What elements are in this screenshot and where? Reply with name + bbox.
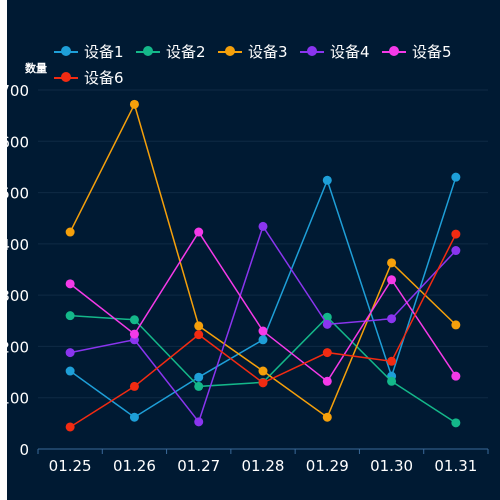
- y-tick-label: 700: [0, 82, 29, 100]
- data-point: [258, 326, 268, 336]
- data-point: [129, 412, 139, 422]
- data-point: [65, 366, 75, 376]
- data-point: [387, 356, 397, 366]
- legend-dot-icon: [225, 46, 235, 56]
- chart-panel: [7, 0, 500, 500]
- legend-label: 设备5: [412, 43, 452, 61]
- data-point: [65, 279, 75, 289]
- data-point: [387, 258, 397, 268]
- x-tick-label: 01.30: [370, 457, 413, 475]
- data-point: [129, 329, 139, 339]
- legend-dot-icon: [307, 46, 317, 56]
- legend-label: 设备2: [166, 43, 206, 61]
- data-point: [258, 366, 268, 376]
- x-tick-label: 01.29: [306, 457, 349, 475]
- y-tick-label: 300: [0, 287, 29, 305]
- x-tick-label: 01.28: [242, 457, 285, 475]
- data-point: [322, 175, 332, 185]
- data-point: [322, 376, 332, 386]
- data-point: [387, 314, 397, 324]
- data-point: [194, 321, 204, 331]
- data-point: [194, 227, 204, 237]
- data-point: [129, 315, 139, 325]
- data-point: [322, 312, 332, 322]
- legend-dot-icon: [61, 72, 71, 82]
- data-point: [387, 376, 397, 386]
- legend-label: 设备6: [84, 69, 124, 87]
- series-line-4: [69, 224, 457, 424]
- data-point: [65, 348, 75, 358]
- data-point: [451, 320, 461, 330]
- data-point: [194, 372, 204, 382]
- y-tick-label: 400: [0, 236, 29, 254]
- data-point: [322, 412, 332, 422]
- legend-item-6[interactable]: 设备6: [54, 66, 136, 90]
- data-point: [129, 99, 139, 109]
- data-point: [194, 381, 204, 391]
- x-tick-label: 01.26: [113, 457, 156, 475]
- y-tick-label: 100: [0, 390, 29, 408]
- data-point: [322, 348, 332, 358]
- data-point: [387, 275, 397, 285]
- data-point: [194, 330, 204, 340]
- data-point: [65, 422, 75, 432]
- data-point: [65, 311, 75, 321]
- y-axis-title: 数量: [25, 62, 47, 75]
- legend-item-1[interactable]: 设备1: [54, 40, 136, 64]
- data-point: [129, 381, 139, 391]
- data-point: [451, 172, 461, 182]
- y-tick-label: 200: [0, 338, 29, 356]
- y-tick-label: 500: [0, 185, 29, 203]
- legend-label: 设备4: [330, 43, 370, 61]
- legend-item-3[interactable]: 设备3: [218, 40, 300, 64]
- data-point: [451, 246, 461, 256]
- y-tick-label: 0: [19, 441, 29, 459]
- x-tick-label: 01.25: [49, 457, 92, 475]
- legend-item-2[interactable]: 设备2: [136, 40, 218, 64]
- data-point: [451, 371, 461, 381]
- x-tick-label: 01.27: [177, 457, 220, 475]
- data-point: [258, 221, 268, 231]
- legend-label: 设备3: [248, 43, 288, 61]
- legend-label: 设备1: [84, 43, 124, 61]
- legend-item-5[interactable]: 设备5: [382, 40, 464, 64]
- data-point: [194, 417, 204, 427]
- data-point: [451, 229, 461, 239]
- data-point: [258, 378, 268, 388]
- x-tick-label: 01.31: [434, 457, 477, 475]
- data-point: [65, 227, 75, 237]
- data-point: [322, 319, 332, 329]
- series-line-5: [69, 230, 457, 383]
- legend-dot-icon: [61, 46, 71, 56]
- legend-dot-icon: [389, 46, 399, 56]
- legend-dot-icon: [143, 46, 153, 56]
- data-point: [451, 418, 461, 428]
- legend-item-4[interactable]: 设备4: [300, 40, 382, 64]
- data-point: [258, 335, 268, 345]
- y-tick-label: 600: [0, 133, 29, 151]
